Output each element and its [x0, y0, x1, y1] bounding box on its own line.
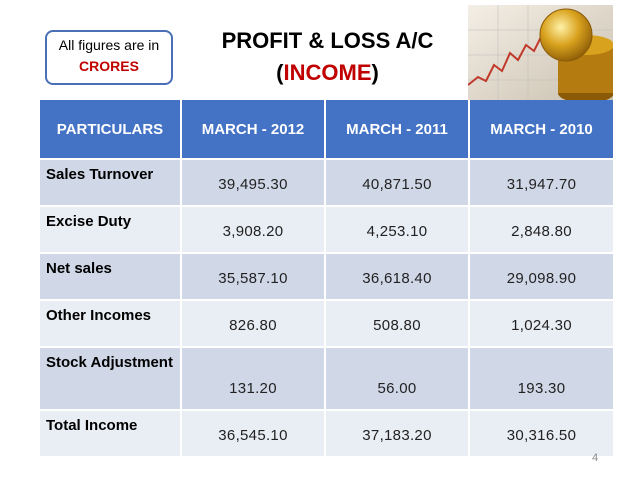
page-number: 4: [592, 452, 599, 464]
value-cell: 193.30: [470, 348, 613, 411]
title-line: PROFIT & LOSS A/C: [195, 28, 460, 54]
header-cell: MARCH - 2012: [182, 100, 326, 160]
title-paren: (: [276, 60, 284, 85]
value-cell: 36,618.40: [326, 254, 470, 301]
value-cell: 40,871.50: [326, 160, 470, 207]
note-box: All figures are in CRORES: [45, 30, 173, 85]
value-cell: 36,545.10: [182, 411, 326, 458]
value-cell: 35,587.10: [182, 254, 326, 301]
header-cell: MARCH - 2011: [326, 100, 470, 160]
value-cell: 2,848.80: [470, 207, 613, 254]
finance-image: [468, 5, 613, 103]
value-cell: 29,098.90: [470, 254, 613, 301]
table-row: Net sales 35,587.10 36,618.40 29,098.90: [40, 254, 613, 301]
title-highlight: INCOME: [283, 60, 372, 85]
note-text: All figures are in: [58, 37, 160, 53]
table-row: Excise Duty 3,908.20 4,253.10 2,848.80: [40, 207, 613, 254]
value-cell: 4,253.10: [326, 207, 470, 254]
note-highlight: CRORES: [79, 58, 139, 74]
value-cell: 131.20: [182, 348, 326, 411]
value-cell: 39,495.30: [182, 160, 326, 207]
row-label: Total Income: [40, 411, 182, 458]
value-cell: 3,908.20: [182, 207, 326, 254]
table-row: Stock Adjustment 131.20 56.00 193.30: [40, 348, 613, 411]
title: PROFIT & LOSS A/C: [221, 28, 434, 53]
value-cell: 1,024.30: [470, 301, 613, 348]
row-label: Net sales: [40, 254, 182, 301]
header-cell: MARCH - 2010: [470, 100, 613, 160]
value-cell: 30,316.50: [470, 411, 613, 458]
table-row: Other Incomes 826.80 508.80 1,024.30: [40, 301, 613, 348]
value-cell: 826.80: [182, 301, 326, 348]
title-paren: ): [371, 60, 379, 85]
table: PARTICULARS MARCH - 2012 MARCH - 2011 MARCH…: [40, 100, 613, 458]
row-label: Stock Adjustment: [40, 348, 182, 411]
row-label: Sales Turnover: [40, 160, 182, 207]
row-label: Other Incomes: [40, 301, 182, 348]
table-row: Sales Turnover 39,495.30 40,871.50 31,947.7…: [40, 160, 613, 207]
table-row: Total Income 36,545.10 37,183.20 30,316.50: [40, 411, 613, 458]
header-cell: PARTICULARS: [40, 100, 182, 160]
value-cell: 37,183.20: [326, 411, 470, 458]
value-cell: 508.80: [326, 301, 470, 348]
row-label: Excise Duty: [40, 207, 182, 254]
value-cell: 31,947.70: [470, 160, 613, 207]
header-row: PARTICULARS MARCH - 2012 MARCH - 2011 MARCH…: [40, 100, 613, 160]
title-line: (INCOME): [195, 60, 460, 86]
value-cell: 56.00: [326, 348, 470, 411]
